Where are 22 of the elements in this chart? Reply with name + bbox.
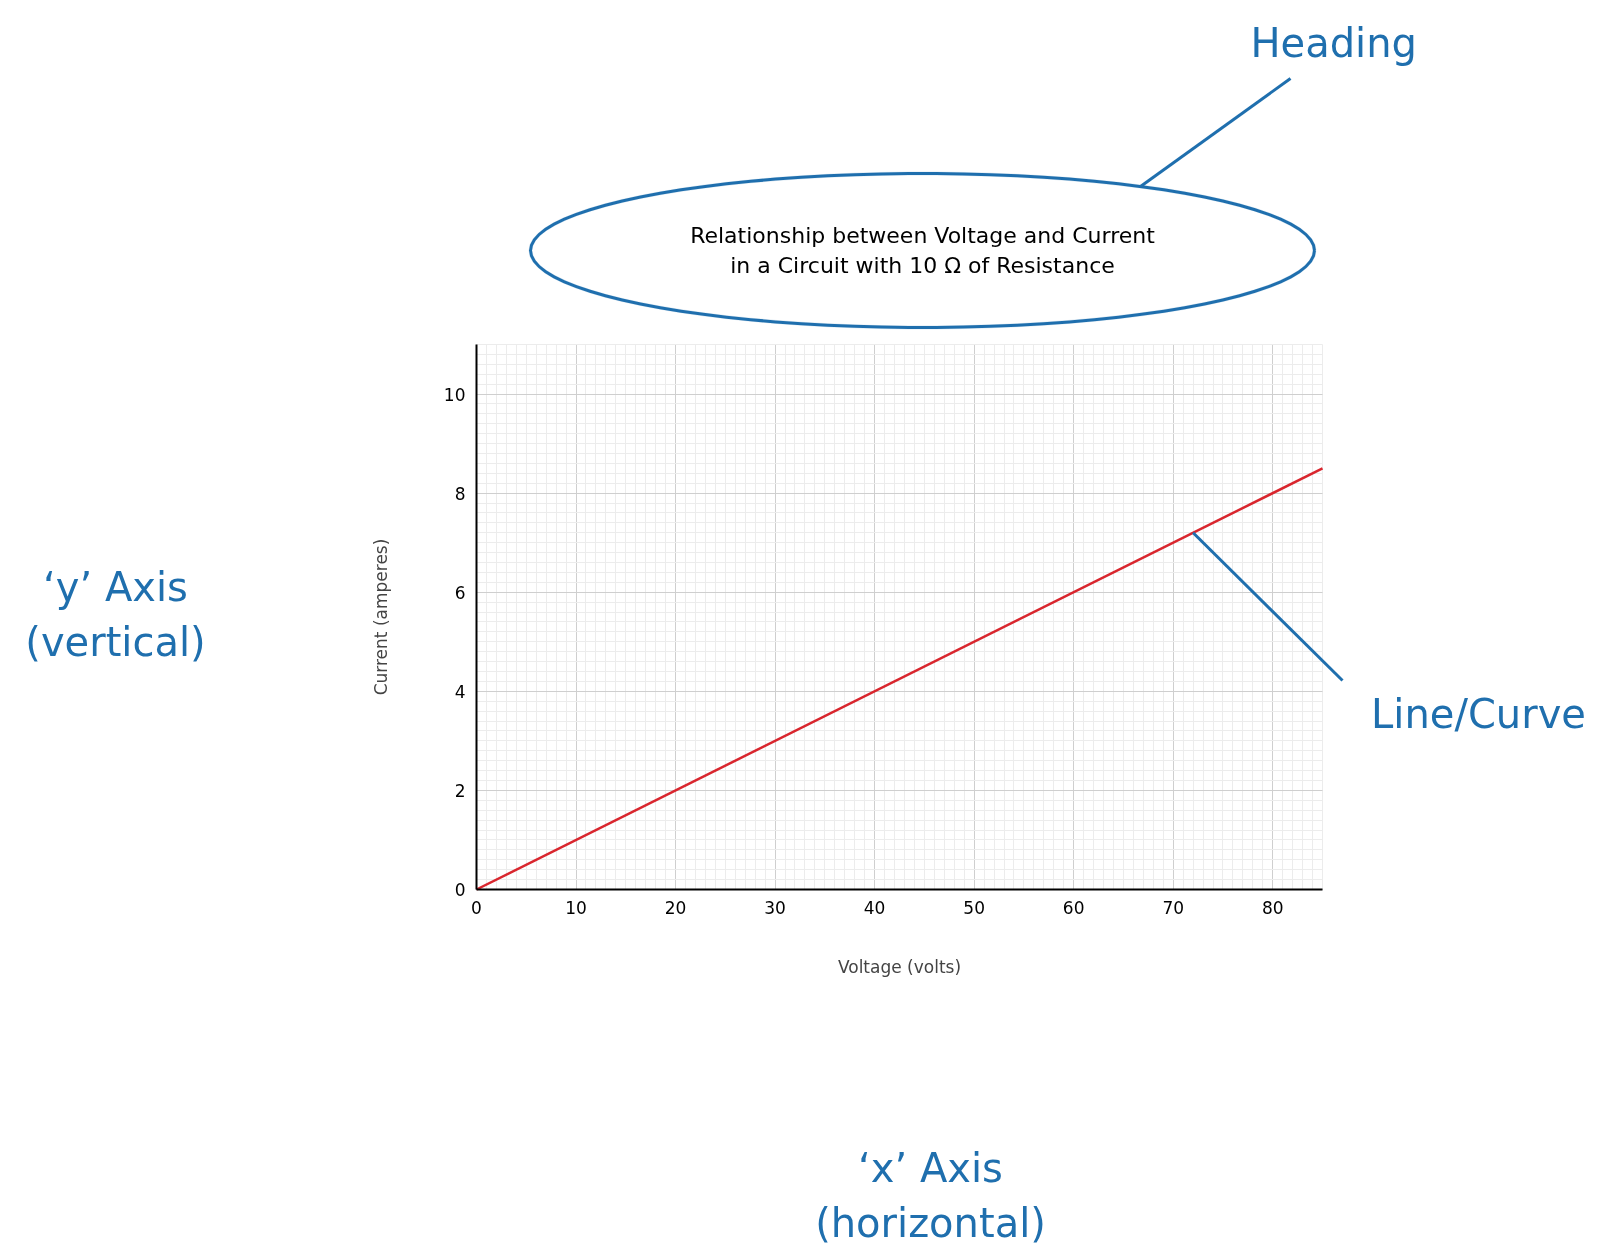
x-tick-label: 80 (1261, 897, 1284, 918)
x-tick-label: 70 (1162, 897, 1185, 918)
y-tick-label: 6 (454, 582, 466, 603)
x-tick-label: 60 (1062, 897, 1085, 918)
chart-title: Relationship between Voltage and Current in a Circuit with 10 Ω of Resistance (690, 223, 1156, 278)
x-tick-label: 50 (963, 897, 985, 918)
y-axis-title: Current (amperes) (370, 538, 391, 696)
text: ‘x’ Axis (horizontal) (815, 1144, 1046, 1247)
x-tick-label: 20 (664, 897, 687, 918)
text: ‘y’ Axis (vertical) (25, 563, 206, 666)
y-tick-label: 2 (454, 780, 466, 801)
y-tick-label: 10 (443, 384, 466, 405)
x-tick-label: 0 (471, 897, 482, 918)
y-tick-label: 0 (454, 880, 466, 900)
y-tick-label: 8 (454, 483, 466, 504)
annotation: Line/Curve (1371, 690, 1586, 737)
text: Heading (1250, 19, 1417, 66)
y-tick-label: 4 (454, 681, 466, 702)
x-axis-title: Voltage (volts) (837, 956, 962, 977)
x-tick-label: 30 (764, 897, 786, 918)
x-tick-label: 10 (565, 897, 587, 918)
x-tick-label: 40 (863, 897, 886, 918)
